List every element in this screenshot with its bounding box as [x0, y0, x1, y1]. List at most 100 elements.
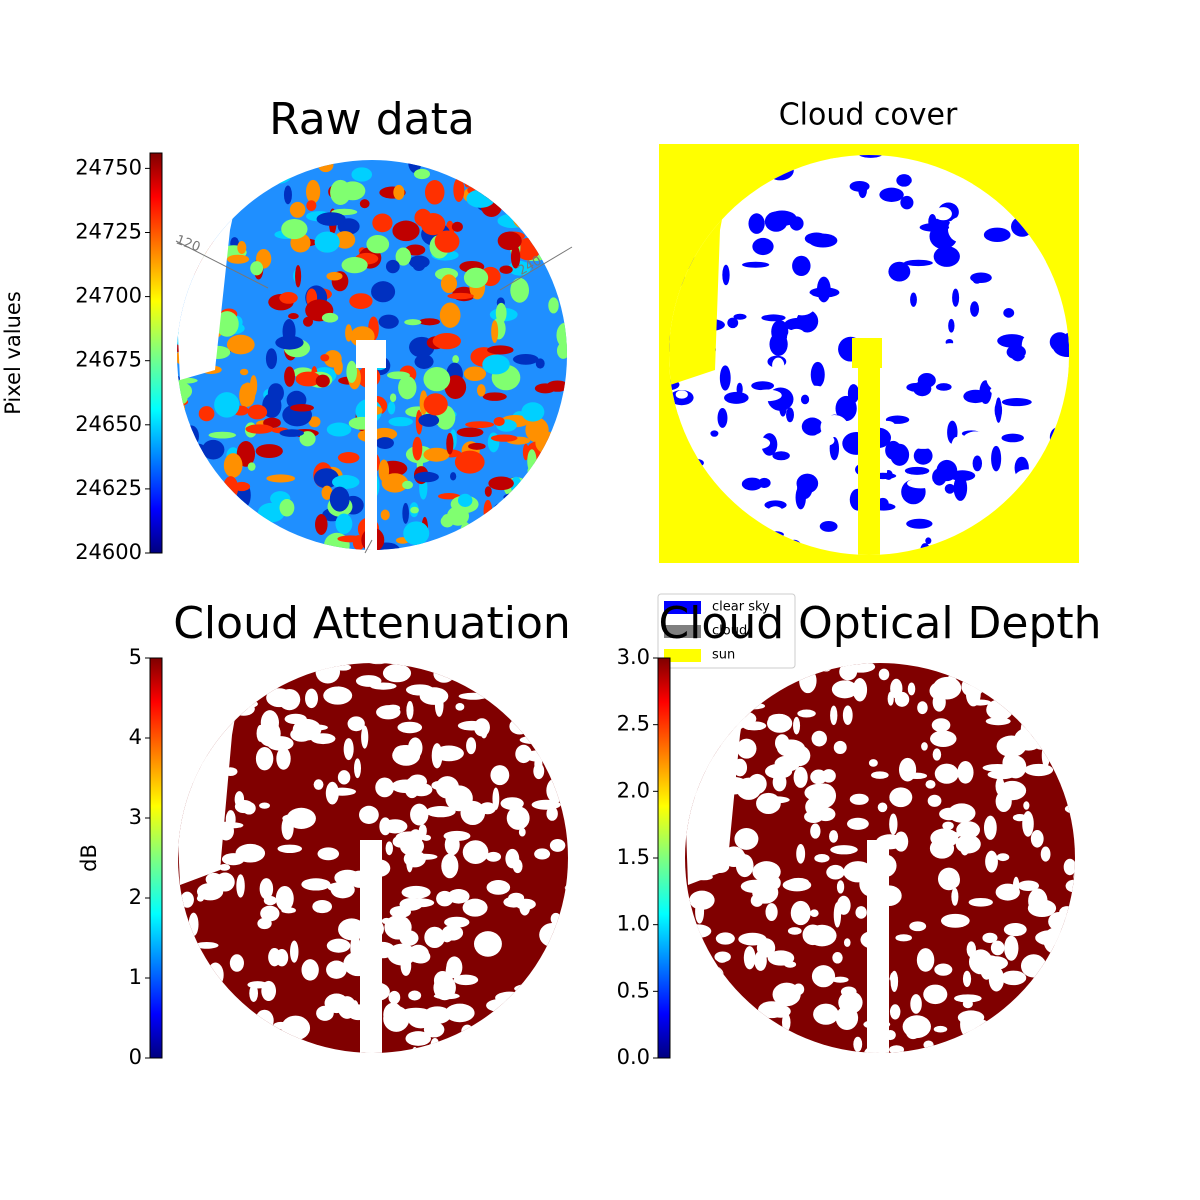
texture	[784, 1048, 798, 1053]
texture	[691, 749, 705, 766]
texture	[245, 424, 274, 434]
texture	[932, 676, 962, 700]
texture	[966, 941, 977, 958]
texture	[907, 682, 916, 696]
texture	[560, 989, 568, 1012]
texture	[535, 1025, 565, 1034]
texture	[1017, 880, 1040, 892]
texture	[534, 973, 560, 991]
texture	[810, 823, 821, 839]
texture	[694, 940, 704, 967]
texture	[277, 663, 298, 675]
texture	[906, 518, 933, 529]
texture	[1028, 888, 1048, 914]
texture	[220, 513, 246, 526]
texture	[742, 721, 767, 731]
texture	[227, 1011, 244, 1028]
texture	[389, 393, 397, 403]
texture	[842, 705, 853, 726]
texture	[170, 1065, 192, 1074]
texture	[752, 237, 774, 256]
texture	[564, 883, 568, 892]
azimuth-line	[364, 539, 373, 554]
texture	[804, 783, 834, 802]
cloud-cover-image	[659, 144, 1079, 563]
texture	[312, 1054, 338, 1061]
texture	[1002, 1047, 1012, 1053]
texture	[314, 231, 340, 253]
texture	[543, 193, 567, 208]
texture	[256, 547, 285, 550]
texture	[726, 1049, 751, 1053]
texture	[1006, 344, 1026, 360]
texture	[959, 333, 982, 343]
texture	[1012, 876, 1020, 895]
texture	[178, 949, 181, 974]
texture	[533, 160, 543, 168]
texture	[534, 848, 551, 860]
raw-image	[177, 160, 567, 562]
texture	[959, 994, 969, 1002]
texture	[250, 261, 264, 276]
texture	[316, 1005, 334, 1021]
texture	[735, 1031, 761, 1053]
texture	[558, 789, 568, 803]
texture	[743, 946, 756, 970]
texture	[749, 672, 765, 683]
texture	[434, 230, 460, 253]
texture	[999, 1030, 1014, 1039]
texture	[767, 1037, 792, 1047]
texture	[460, 800, 486, 826]
texture	[1073, 871, 1075, 883]
texture	[208, 431, 237, 439]
texture	[526, 161, 553, 178]
texture	[690, 1010, 702, 1024]
texture	[481, 160, 506, 168]
texture	[283, 554, 290, 562]
texture	[738, 932, 767, 946]
texture	[671, 1062, 690, 1075]
texture	[407, 1058, 422, 1079]
texture	[290, 727, 313, 742]
texture	[385, 841, 393, 856]
texture	[354, 758, 362, 779]
texture	[1068, 721, 1075, 742]
texture	[209, 476, 219, 501]
texture	[194, 942, 219, 949]
texture	[934, 207, 952, 221]
texture	[184, 451, 200, 472]
texture	[231, 181, 245, 201]
texture	[916, 948, 935, 972]
texture	[306, 724, 328, 731]
texture	[246, 186, 264, 194]
texture	[913, 447, 933, 465]
texture	[923, 1040, 934, 1050]
texture	[440, 515, 454, 528]
texture	[493, 513, 501, 536]
texture	[218, 864, 231, 871]
texture	[431, 549, 443, 550]
texture	[890, 970, 899, 992]
texture	[942, 821, 954, 830]
tick-label: 24750	[75, 155, 142, 179]
texture	[408, 774, 427, 789]
texture	[499, 265, 513, 274]
texture	[950, 436, 963, 462]
texture	[519, 735, 549, 745]
texture	[988, 966, 1005, 992]
texture	[720, 353, 747, 361]
texture	[425, 806, 456, 818]
texture	[969, 188, 984, 202]
texture	[972, 455, 983, 472]
texture	[201, 977, 220, 988]
texture	[768, 713, 789, 724]
texture	[949, 470, 976, 482]
texture	[445, 962, 453, 988]
texture	[302, 316, 314, 327]
texture	[454, 450, 485, 474]
texture	[514, 983, 543, 994]
texture	[540, 500, 567, 524]
texture	[1048, 994, 1056, 1017]
texture	[280, 1050, 288, 1053]
texture	[772, 451, 790, 461]
